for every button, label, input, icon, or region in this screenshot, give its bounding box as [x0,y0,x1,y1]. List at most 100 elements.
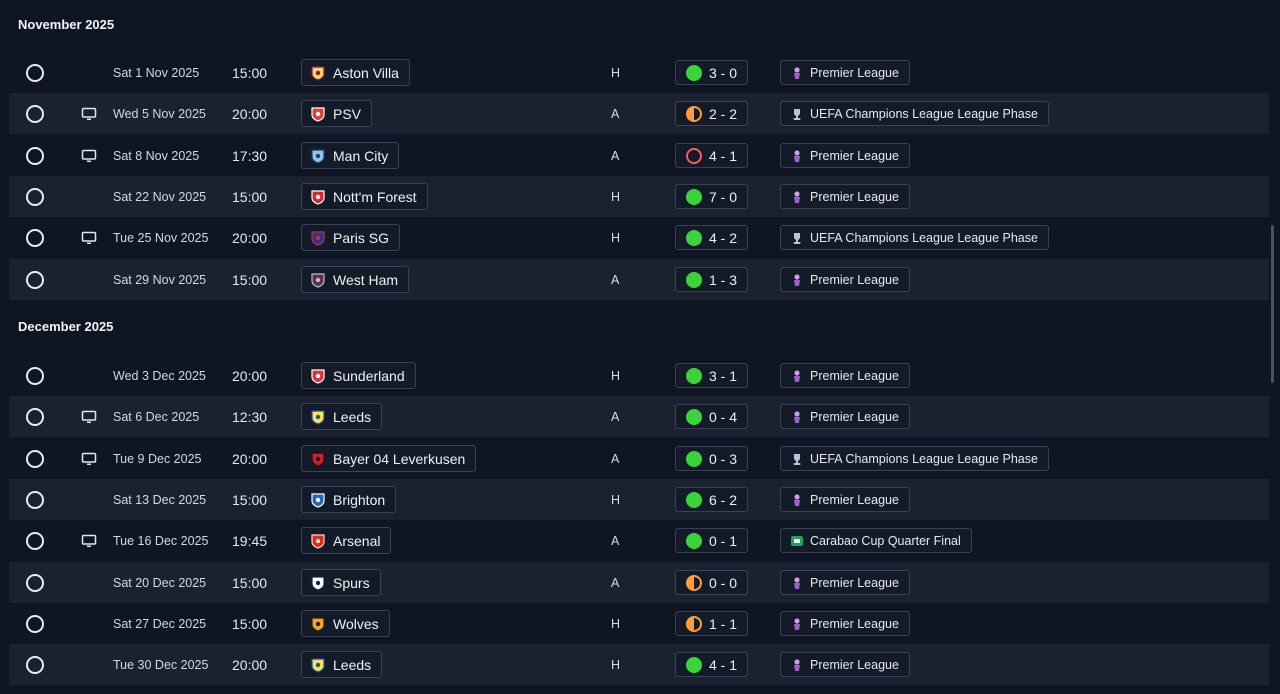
competition-trophy-icon [790,231,804,245]
fixture-row[interactable]: Sat 27 Dec 2025 15:00 Wolves H 1 - 1 Premier … [9,603,1269,644]
opponent-chip[interactable]: Man City [301,142,400,169]
match-date: Sat 22 Nov 2025 [113,189,207,204]
result-chip[interactable]: 1 - 1 [675,611,749,636]
score: 3 - 0 [709,64,738,81]
competition-chip[interactable]: Premier League [780,363,910,388]
competition-chip[interactable]: Carabao Cup Quarter Final [780,528,972,553]
match-date: Tue 9 Dec 2025 [113,451,202,466]
venue: H [611,65,621,80]
result-chip[interactable]: 4 - 1 [675,143,749,168]
match-date: Tue 16 Dec 2025 [113,533,209,548]
result-chip[interactable]: 0 - 1 [675,528,749,553]
venue: H [611,189,621,204]
result-chip[interactable]: 3 - 1 [675,363,749,388]
competition-chip[interactable]: UEFA Champions League League Phase [780,225,1049,250]
fixture-row[interactable]: Wed 3 Dec 2025 20:00 Sunderland H 3 - 1 Premi… [9,355,1269,396]
select-radio[interactable] [26,105,44,123]
competition-chip[interactable]: Premier League [780,570,910,595]
month-header: December 2025 [18,319,114,334]
competition-chip[interactable]: Premier League [780,267,910,292]
fixture-row[interactable]: Tue 25 Nov 2025 20:00 Paris SG H 4 - 2 UEFA C… [9,217,1269,258]
opponent-chip[interactable]: West Ham [301,266,410,293]
competition-chip[interactable]: Premier League [780,652,910,677]
select-radio[interactable] [26,64,44,82]
select-radio[interactable] [26,408,44,426]
select-radio[interactable] [26,491,44,509]
opponent-chip[interactable]: PSV [301,100,373,127]
result-chip[interactable]: 0 - 3 [675,446,749,471]
kickoff-time: 15:00 [232,64,268,81]
opponent-name: Brighton [333,491,386,508]
opponent-chip[interactable]: Spurs [301,569,381,596]
opponent-chip[interactable]: Nott'm Forest [301,183,428,210]
fixture-row[interactable]: Wed 5 Nov 2025 20:00 PSV A 2 - 2 UEFA Champio… [9,93,1269,134]
result-chip[interactable]: 4 - 1 [675,652,749,677]
fixture-row[interactable]: Sat 22 Nov 2025 15:00 Nott'm Forest H 7 - 0 P… [9,176,1269,217]
match-date: Wed 3 Dec 2025 [113,368,206,383]
fixture-row[interactable]: Sat 20 Dec 2025 15:00 Spurs A 0 - 0 Premier L… [9,562,1269,603]
select-radio[interactable] [26,229,44,247]
competition-chip[interactable]: Premier League [780,611,910,636]
fixture-row[interactable]: Sat 29 Nov 2025 15:00 West Ham A 1 - 3 Premie… [9,259,1269,300]
competition-chip[interactable]: Premier League [780,143,910,168]
result-chip[interactable]: 1 - 3 [675,267,749,292]
score: 1 - 1 [709,615,738,632]
competition-name: Premier League [810,272,899,287]
opponent-chip[interactable]: Sunderland [301,362,416,389]
competition-chip[interactable]: Premier League [780,487,910,512]
competition-chip[interactable]: UEFA Champions League League Phase [780,446,1049,471]
club-badge-icon [310,657,326,673]
result-chip[interactable]: 0 - 0 [675,570,749,595]
result-chip[interactable]: 7 - 0 [675,184,749,209]
fixture-row[interactable]: Sat 13 Dec 2025 15:00 Brighton H 6 - 2 Premie… [9,479,1269,520]
opponent-chip[interactable]: Aston Villa [301,59,410,86]
competition-chip[interactable]: UEFA Champions League League Phase [780,101,1049,126]
select-radio[interactable] [26,271,44,289]
tv-icon [81,93,97,134]
result-chip[interactable]: 2 - 2 [675,101,749,126]
result-chip[interactable]: 0 - 4 [675,404,749,429]
competition-chip[interactable]: Premier League [780,184,910,209]
tv-icon [81,520,97,561]
select-radio[interactable] [26,615,44,633]
select-radio[interactable] [26,188,44,206]
competition-chip[interactable]: Premier League [780,60,910,85]
competition-chip[interactable]: Premier League [780,404,910,429]
select-radio[interactable] [26,656,44,674]
fixture-row[interactable]: Tue 9 Dec 2025 20:00 Bayer 04 Leverkusen A 0… [9,438,1269,479]
opponent-chip[interactable]: Leeds [301,403,383,430]
fixture-row[interactable]: Tue 30 Dec 2025 20:00 Leeds H 4 - 1 Premier L… [9,644,1269,685]
competition-name: Premier League [810,65,899,80]
kickoff-time: 20:00 [232,656,268,673]
select-radio[interactable] [26,147,44,165]
club-badge-icon [310,409,326,425]
select-radio[interactable] [26,532,44,550]
club-badge-icon [310,533,326,549]
competition-name: Premier League [810,148,899,163]
fixture-row[interactable]: Sat 1 Nov 2025 15:00 Aston Villa H 3 - 0 Prem… [9,52,1269,93]
result-win-icon [686,271,702,288]
result-chip[interactable]: 6 - 2 [675,487,749,512]
competition-name: Premier League [810,575,899,590]
fixture-row[interactable]: Sat 6 Dec 2025 12:30 Leeds A 0 - 4 Premier Le… [9,396,1269,437]
result-chip[interactable]: 3 - 0 [675,60,749,85]
opponent-chip[interactable]: Leeds [301,651,383,678]
opponent-chip[interactable]: Bayer 04 Leverkusen [301,445,477,472]
fixture-row[interactable]: Tue 16 Dec 2025 19:45 Arsenal A 0 - 1 Carabao… [9,520,1269,561]
select-radio[interactable] [26,574,44,592]
opponent-chip[interactable]: Arsenal [301,527,392,554]
scrollbar[interactable] [1271,225,1274,383]
select-radio[interactable] [26,450,44,468]
kickoff-time: 15:00 [232,574,268,591]
kickoff-time: 19:45 [232,532,268,549]
fixture-row[interactable]: Sat 8 Nov 2025 17:30 Man City A 4 - 1 Premier… [9,135,1269,176]
result-chip[interactable]: 4 - 2 [675,225,749,250]
opponent-chip[interactable]: Brighton [301,486,397,513]
opponent-chip[interactable]: Paris SG [301,224,401,251]
opponent-name: Wolves [333,615,379,632]
competition-name: Premier League [810,189,899,204]
result-win-icon [686,532,702,549]
opponent-chip[interactable]: Wolves [301,610,390,637]
select-radio[interactable] [26,367,44,385]
match-date: Sat 27 Dec 2025 [113,616,207,631]
